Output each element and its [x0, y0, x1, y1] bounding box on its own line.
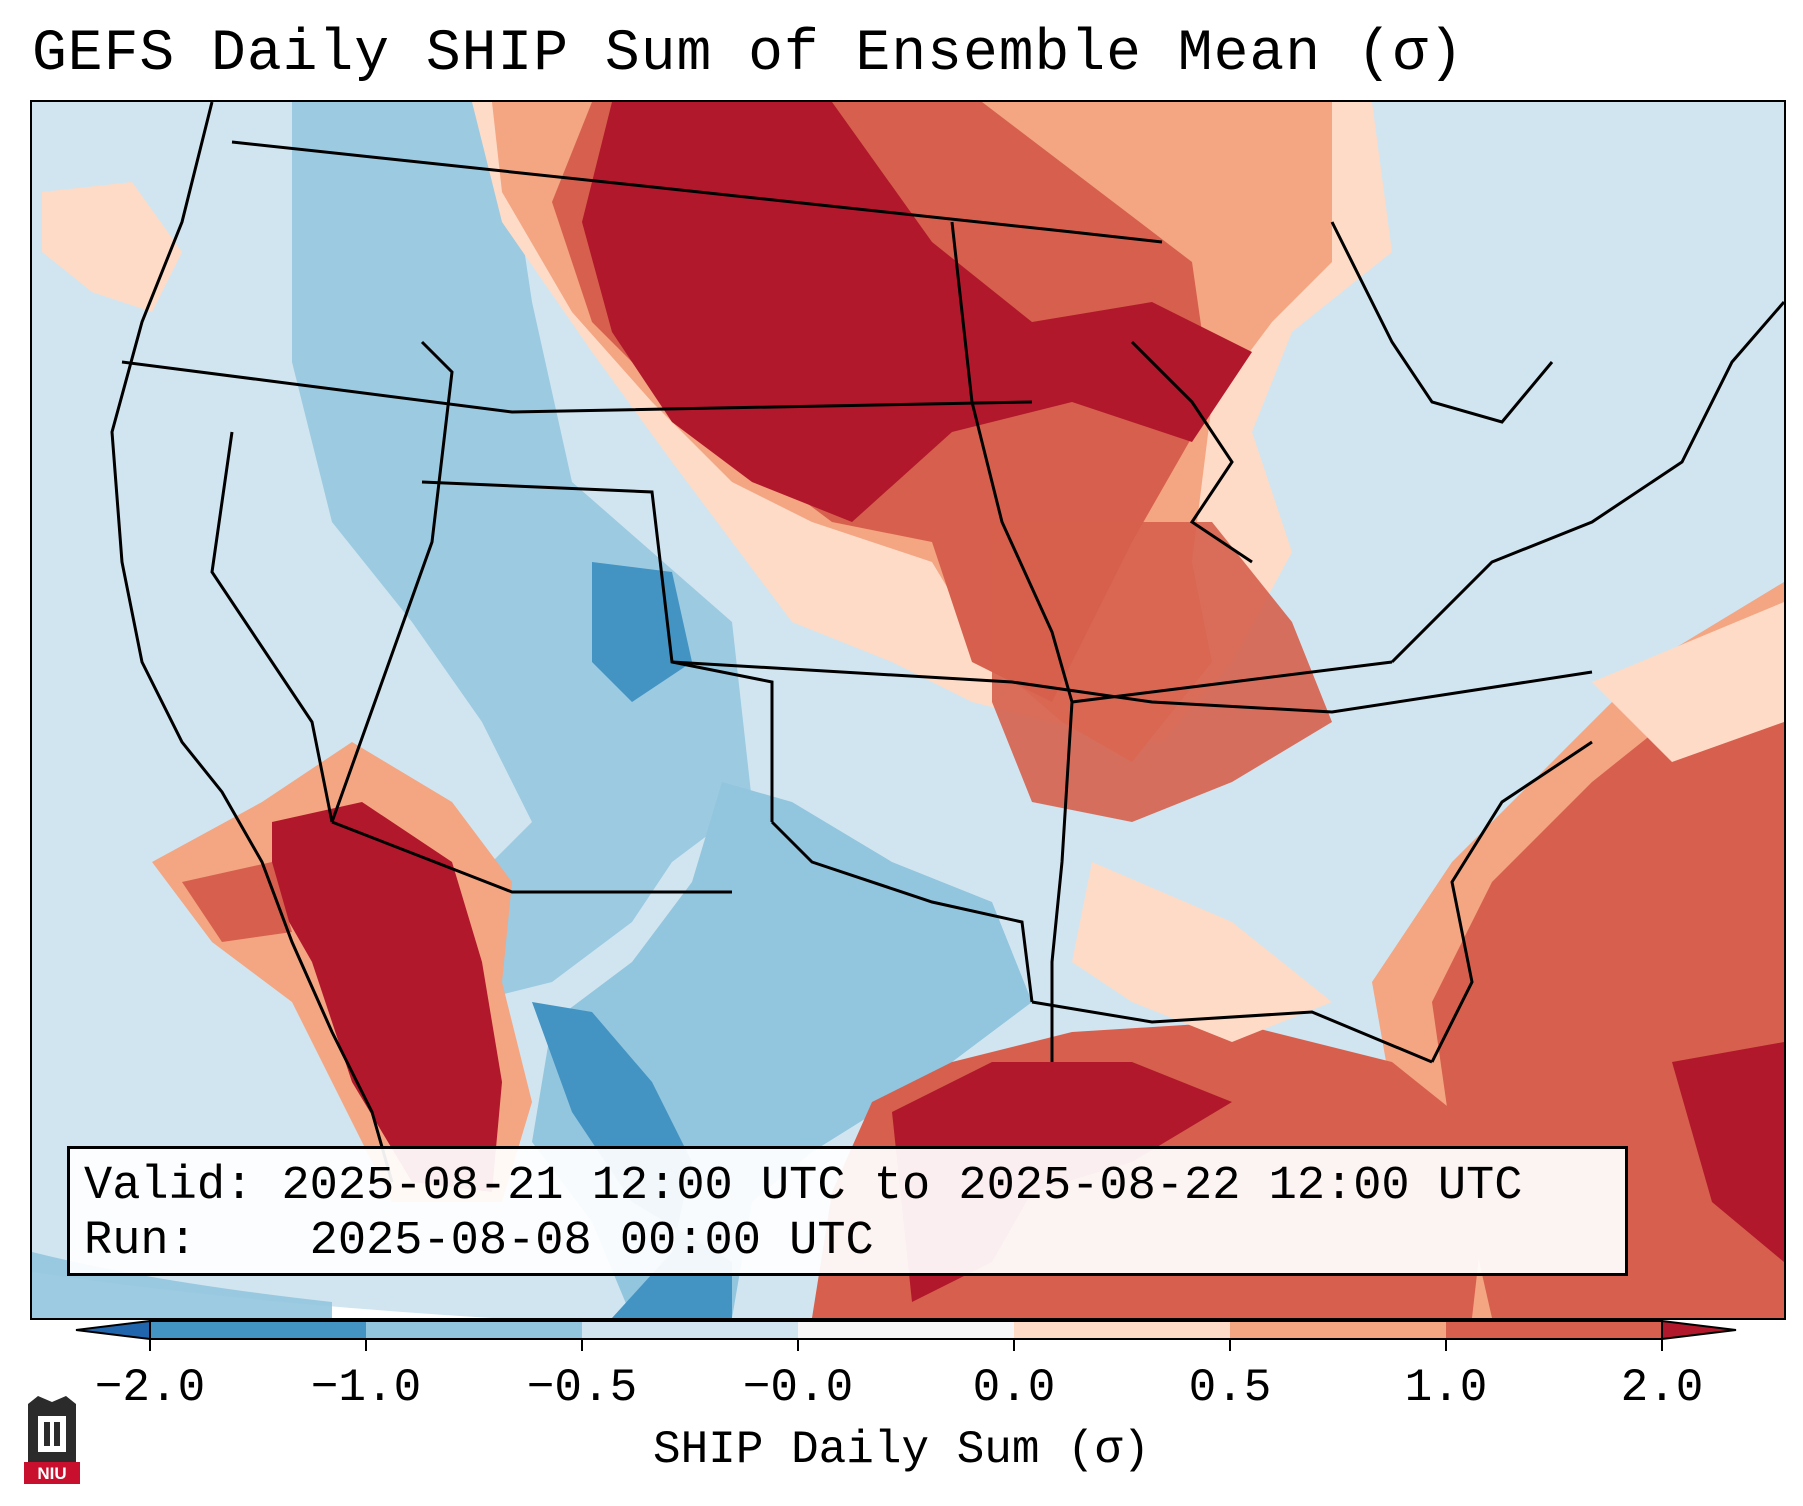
state-line-nevada: [210, 431, 334, 823]
logo-window-bar-left: [44, 1422, 50, 1446]
state-line-oklahoma: [770, 820, 1034, 1003]
colorbar-bin: [1014, 1321, 1230, 1339]
anomaly-dark-red-mexico: [272, 802, 502, 1192]
great-lakes-outline: [1130, 340, 1253, 564]
anomaly-light-red-southeast: [1072, 862, 1332, 1042]
colorbar-bin: [582, 1321, 798, 1339]
colorbar: [75, 1319, 1737, 1351]
colorbar-tick-label: −1.0: [310, 1362, 422, 1414]
logo-window-icon: [38, 1416, 66, 1452]
pacific-coastline: [110, 102, 394, 1183]
colorbar-tick-label: −2.0: [94, 1362, 206, 1414]
colorbar-bins: [75, 1319, 1737, 1341]
northeast-border: [1330, 221, 1554, 424]
anomaly-strong-red-baja: [182, 862, 292, 942]
colorbar-label: SHIP Daily Sum (σ): [653, 1424, 1150, 1476]
page-title: GEFS Daily SHIP Sum of Ensemble Mean (σ): [32, 22, 1465, 87]
logo-window-bar-right: [54, 1422, 60, 1446]
colorbar-under-extension: [75, 1319, 151, 1341]
logo-text: NIU: [37, 1464, 66, 1483]
niu-logo: NIU: [24, 1396, 80, 1484]
colorbar-tick-label: 0.5: [1188, 1362, 1272, 1414]
anomaly-blue-west: [292, 102, 752, 1002]
colorbar-frame: [149, 1320, 1663, 1340]
colorbar-tick-label: 1.0: [1404, 1362, 1488, 1414]
run-label: Run:: [84, 1215, 197, 1268]
colorbar-tick-label: −0.5: [526, 1362, 638, 1414]
state-line-kentucky: [1071, 660, 1393, 704]
map-canvas: [32, 102, 1784, 1318]
colorbar-ticks: [149, 1339, 1663, 1351]
anomaly-light-red-atlantic: [1592, 602, 1784, 762]
state-line-central: [671, 660, 1593, 714]
state-line-mississippi: [950, 221, 1074, 1062]
colorbar-bin: [1446, 1321, 1662, 1339]
colorbar-tick-label: 2.0: [1620, 1362, 1704, 1414]
boundary-lines: [110, 102, 1784, 1183]
anomaly-strong-red-midwest: [992, 522, 1332, 822]
anomaly-blue-core-colorado: [592, 562, 692, 702]
anomaly-light-red-pacific: [42, 182, 182, 312]
valid-label: Valid:: [84, 1160, 254, 1213]
colorbar-tick-label: 0.0: [972, 1362, 1056, 1414]
map-panel[interactable]: [30, 100, 1786, 1320]
state-line-utah: [330, 340, 454, 823]
canada-border: [231, 140, 1163, 244]
valid-value: 2025-08-21 12:00 UTC to 2025-08-22 12:00…: [281, 1160, 1523, 1213]
atlantic-coastline: [1390, 301, 1784, 664]
colorbar-tick-label: −0.0: [742, 1362, 854, 1414]
anomaly-blue-edge: [32, 1252, 332, 1318]
anomaly-dark-red-caribbean: [1672, 1042, 1784, 1262]
colorbar-bin: [366, 1321, 582, 1339]
run-info-box: Valid: 2025-08-21 12:00 UTC to 2025-08-2…: [67, 1146, 1628, 1276]
colorbar-bin: [150, 1321, 366, 1339]
gulf-coastline: [1031, 1000, 1433, 1064]
logo-banner: [24, 1462, 80, 1484]
state-line-north: [121, 360, 1033, 414]
anomaly-dark-red-north: [582, 102, 1252, 522]
colorbar-over-extension: [1661, 1319, 1737, 1341]
state-line-arizona: [331, 820, 732, 894]
run-value: 2025-08-08 00:00 UTC: [309, 1215, 874, 1268]
colorbar-bin: [798, 1321, 1014, 1339]
state-line-southeast: [1430, 740, 1593, 1063]
colorbar-bin: [1230, 1321, 1446, 1339]
